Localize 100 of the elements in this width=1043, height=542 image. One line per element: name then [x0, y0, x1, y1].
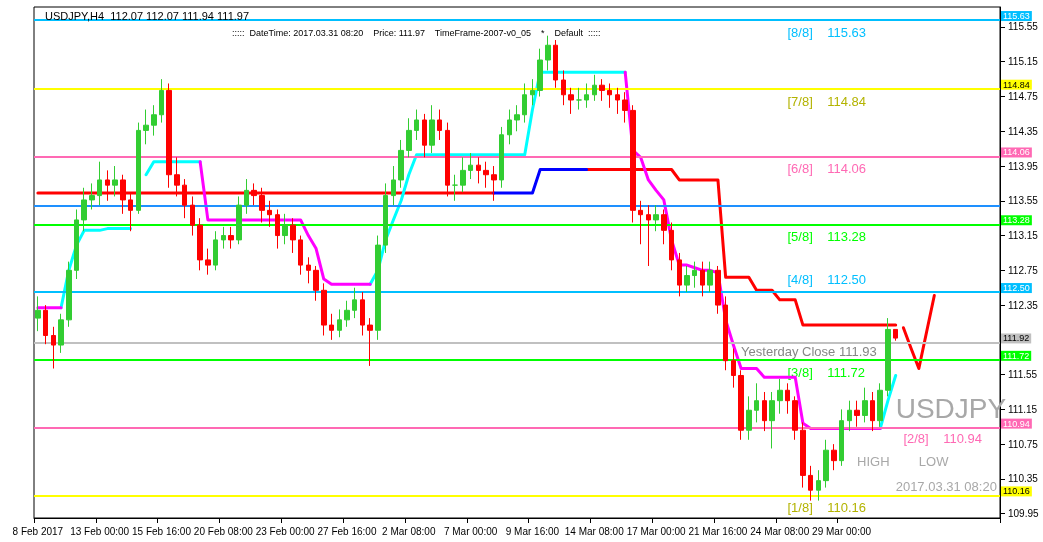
ref-line-label: 112.50 [1003, 283, 1030, 294]
candlestick [684, 265, 690, 293]
candlestick [885, 317, 891, 397]
y-tick-label: 114.75 [1008, 91, 1039, 103]
x-tick-label: 17 Mar 00:00 [626, 525, 686, 537]
candlestick [66, 261, 72, 328]
candlestick [337, 308, 342, 338]
annotation: [1/8] 110.16 [787, 500, 867, 516]
x-tick-label: 9 Mar 16:00 [505, 525, 560, 537]
candlestick [893, 328, 898, 342]
annotation: [4/8] 112.50 [787, 272, 867, 288]
y-tick-label: 112.75 [1008, 264, 1039, 276]
candlestick [638, 200, 643, 245]
candlestick [499, 126, 504, 189]
candlestick [622, 91, 628, 124]
candlestick [213, 230, 218, 271]
candlestick [792, 395, 798, 441]
annotation: [2/8] 110.94 [903, 430, 982, 446]
candlestick [437, 109, 442, 141]
candlestick [422, 113, 427, 158]
candlestick [128, 191, 133, 232]
y-tick-label: 110.35 [1008, 473, 1039, 485]
candlestick [823, 439, 829, 489]
candlestick [877, 382, 883, 428]
candlestick [777, 378, 783, 415]
y-tick-label: 115.55 [1008, 21, 1039, 33]
annotation: HIGH [857, 454, 890, 470]
candlestick [236, 195, 242, 245]
candlestick [592, 74, 597, 102]
candlestick [136, 122, 141, 215]
x-tick-label: 8 Feb 2017 [12, 525, 64, 537]
candlestick [669, 222, 674, 271]
candlestick [584, 82, 589, 109]
candlestick [391, 165, 396, 206]
ref-line-label: 114.06 [1003, 147, 1030, 158]
candlestick [476, 156, 481, 184]
ref-line-label: 110.94 [1003, 418, 1030, 429]
candlestick [429, 104, 435, 154]
ref-line-label: 111.92 [1003, 333, 1030, 344]
candlestick [738, 369, 744, 441]
candlestick [530, 78, 535, 106]
y-tick-label: 111.55 [1008, 369, 1038, 381]
candlestick [677, 252, 682, 297]
candlestick [452, 174, 458, 202]
candlestick [483, 161, 489, 189]
x-tick-label: 2 Mar 08:00 [382, 525, 436, 537]
y-tick-label: 110.75 [1008, 438, 1039, 450]
candlestick [646, 204, 651, 267]
candlestick [715, 265, 721, 315]
annotation: 2017.03.31 08:20 [895, 478, 997, 494]
candlestick [870, 391, 875, 432]
candlestick [468, 152, 473, 180]
ref-line-label: 114.84 [1003, 79, 1030, 90]
ref-line-label: 111.72 [1003, 350, 1030, 361]
candlestick [313, 265, 319, 302]
candlestick [120, 174, 126, 215]
y-tick-label: 115.15 [1008, 56, 1039, 68]
y-tick-label: 111.15 [1008, 403, 1038, 415]
annotation: Yesterday Close 111.93 [741, 344, 877, 360]
candlestick [383, 182, 388, 254]
candlestick [275, 208, 280, 250]
x-tick-label: 7 Mar 00:00 [443, 525, 498, 537]
annotation: LOW [918, 454, 950, 470]
candlestick [746, 395, 752, 441]
candlestick [839, 408, 844, 467]
candlestick [367, 317, 373, 367]
candlestick [568, 87, 574, 115]
candlestick [197, 217, 203, 271]
x-tick-label: 24 Mar 08:00 [750, 525, 810, 537]
annotation: [7/8] 114.84 [787, 93, 867, 109]
x-tick-label: 23 Feb 00:00 [255, 525, 316, 537]
candlestick [653, 204, 659, 232]
candlestick [576, 87, 582, 111]
candlestick [615, 87, 620, 115]
candlestick [661, 208, 667, 245]
x-tick-label: 13 Feb 00:00 [70, 525, 130, 537]
candlestick [306, 256, 311, 284]
x-tick-label: 20 Feb 08:00 [193, 525, 254, 537]
candlestick [74, 208, 79, 280]
annotation: [5/8] 113.28 [787, 229, 867, 245]
candlestick [159, 78, 164, 124]
candlestick [221, 226, 226, 250]
y-tick-label: 112.35 [1008, 299, 1039, 311]
candlestick [97, 161, 102, 206]
candlestick [754, 382, 759, 423]
candlestick [151, 104, 157, 137]
candlestick [406, 117, 412, 158]
ref-line-label: 113.28 [1003, 215, 1030, 226]
candlestick [143, 109, 149, 145]
candlestick [800, 421, 806, 489]
candlestick [769, 391, 775, 449]
candlestick [522, 82, 527, 124]
candlestick [321, 282, 327, 336]
candlestick [460, 156, 466, 193]
candlestick [723, 295, 728, 371]
x-tick-label: 14 Mar 08:00 [564, 525, 625, 537]
candlestick [599, 78, 605, 102]
candlestick [267, 200, 272, 228]
y-tick-label: 109.95 [1008, 508, 1040, 520]
candlestick [561, 69, 566, 106]
